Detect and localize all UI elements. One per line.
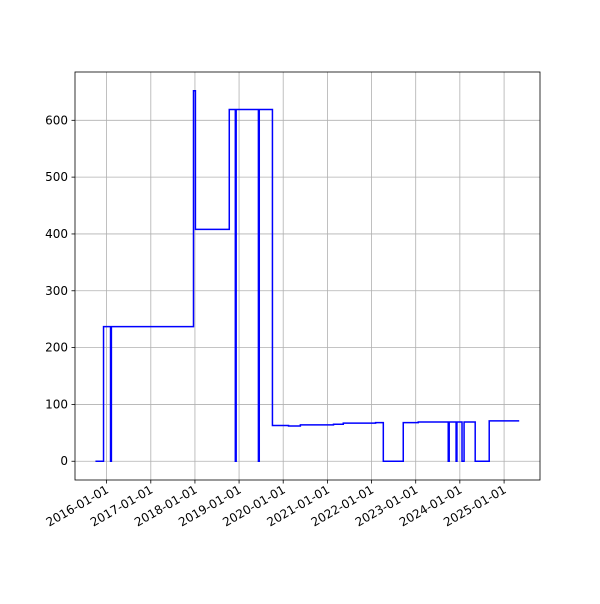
y-tick-label: 200 [45,341,68,355]
y-tick-label: 300 [45,284,68,298]
plot-frame [74,71,541,481]
y-tick-label: 600 [45,113,68,127]
y-tick-label: 0 [60,454,68,468]
step-line [95,90,520,462]
y-tick-label: 100 [45,397,68,411]
y-tick-label: 400 [45,227,68,241]
y-tick-label: 500 [45,170,68,184]
